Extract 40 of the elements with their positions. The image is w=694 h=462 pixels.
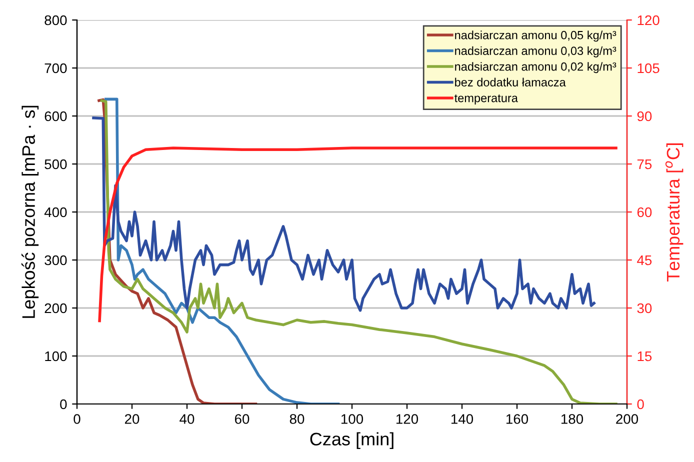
line-series bbox=[98, 146, 618, 322]
x-tick-label: 120 bbox=[396, 414, 418, 424]
legend-label: nadsiarczan amonu 0,05 kg/m³ bbox=[455, 30, 616, 42]
x-tick-label: 180 bbox=[561, 414, 584, 424]
y-tick-label: 200 bbox=[44, 303, 67, 314]
legend-label: nadsiarczan amonu 0,02 kg/m³ bbox=[455, 62, 616, 74]
y2-tick-label: 0 bbox=[637, 399, 644, 410]
y-axis-title: Lepkość pozorna [mPa · s] bbox=[22, 106, 39, 318]
y2-tick-label: 75 bbox=[637, 159, 652, 170]
x-axis-title: Czas [min] bbox=[310, 432, 394, 450]
line-series bbox=[92, 116, 596, 312]
x-tick-label: 0 bbox=[74, 414, 80, 424]
y-tick-label: 600 bbox=[44, 111, 67, 122]
y-tick-label: 800 bbox=[44, 15, 67, 26]
y-tick-label: 300 bbox=[44, 255, 67, 266]
x-tick-label: 40 bbox=[180, 414, 194, 424]
y2-tick-label: 120 bbox=[638, 15, 660, 26]
y2-tick-label: 15 bbox=[638, 351, 652, 362]
legend-label: nadsiarczan amonu 0,03 kg/m³ bbox=[455, 46, 616, 58]
x-tick-label: 60 bbox=[234, 414, 250, 424]
x-tick-label: 140 bbox=[451, 414, 474, 424]
y2-axis-title: Temperatura [$^{o}$C] bbox=[665, 143, 684, 282]
y-tick-label: 700 bbox=[44, 63, 67, 74]
legend-label: temperatura bbox=[454, 94, 518, 105]
line-series bbox=[104, 98, 340, 404]
x-tick-label: 100 bbox=[341, 414, 364, 424]
y2-tick-label: 45 bbox=[637, 255, 652, 266]
x-tick-label: 20 bbox=[124, 414, 140, 424]
legend-label: bez dodatku łamacza bbox=[455, 78, 566, 86]
x-tick-label: 160 bbox=[506, 414, 528, 424]
x-tick-label: 80 bbox=[290, 414, 304, 424]
y2-tick-label: 30 bbox=[637, 303, 652, 314]
y-tick-label: 400 bbox=[44, 207, 67, 218]
y2-tick-label: 105 bbox=[638, 63, 660, 74]
y-tick-label: 0 bbox=[60, 399, 67, 410]
y-tick-label: 100 bbox=[45, 351, 67, 362]
y-tick-label: 500 bbox=[44, 159, 67, 170]
y2-tick-label: 90 bbox=[637, 111, 652, 122]
y2-tick-label: 60 bbox=[637, 207, 652, 218]
x-tick-label: 200 bbox=[616, 414, 638, 424]
